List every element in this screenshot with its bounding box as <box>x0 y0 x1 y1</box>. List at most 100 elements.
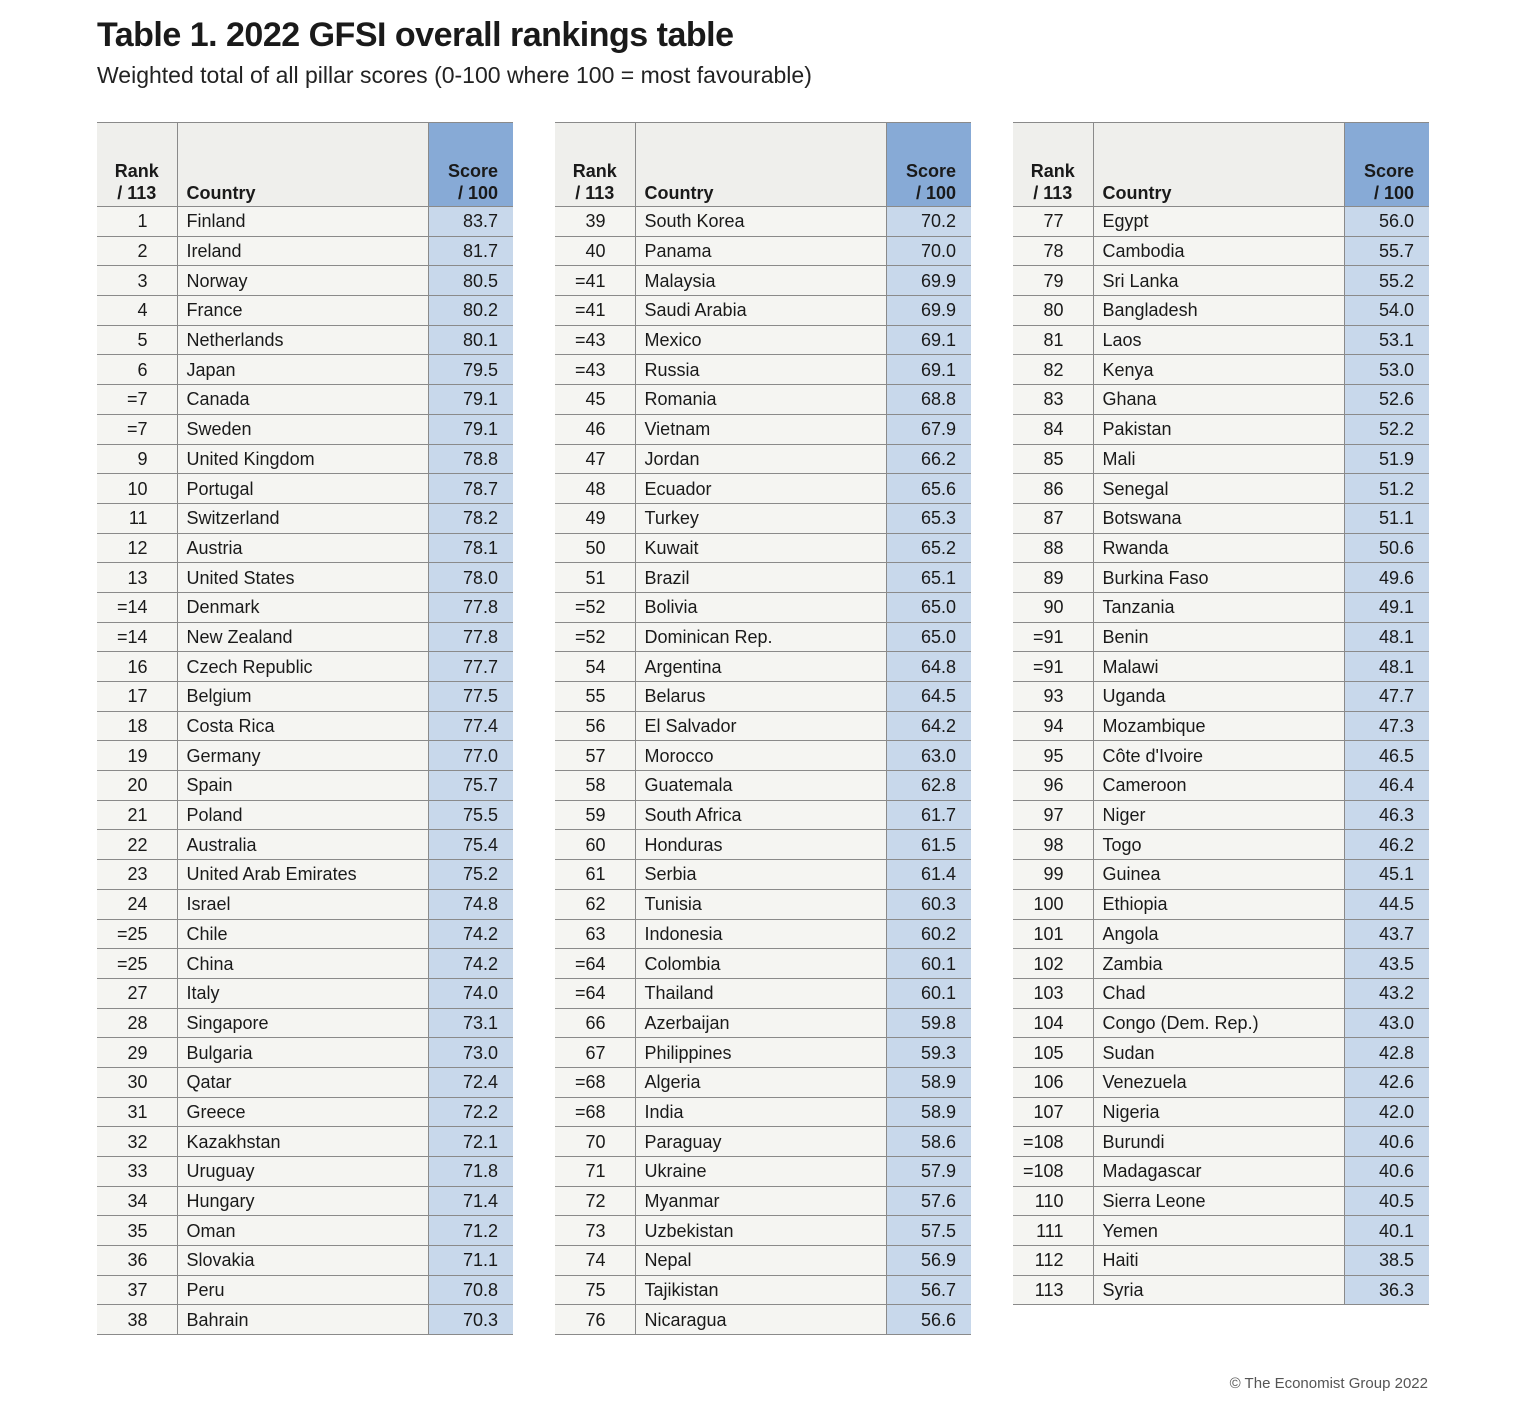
country-cell: Nigeria <box>1093 1097 1345 1128</box>
table-row: 95 Côte d'Ivoire 46.5 <box>1013 740 1429 772</box>
table-row: 84 Pakistan 52.2 <box>1013 414 1429 445</box>
country-cell: Romania <box>635 384 887 415</box>
table-row: 80 Bangladesh 54.0 <box>1013 295 1429 326</box>
rank-cell: 34 <box>97 1186 178 1217</box>
country-cell: Botswana <box>1093 503 1345 534</box>
country-cell: Ethiopia <box>1093 889 1345 920</box>
country-cell: Cambodia <box>1093 236 1345 267</box>
score-cell: 72.2 <box>428 1097 513 1128</box>
rank-cell: 105 <box>1013 1037 1094 1068</box>
rank-cell: 80 <box>1013 295 1094 326</box>
rank-cell: =7 <box>97 384 178 415</box>
country-cell: United Arab Emirates <box>177 859 429 890</box>
country-cell: Slovakia <box>177 1245 429 1276</box>
table-row: 72 Myanmar 57.6 <box>555 1186 971 1217</box>
table-row: 9 United Kingdom 78.8 <box>97 444 513 475</box>
country-cell: Peru <box>177 1275 429 1306</box>
score-cell: 57.6 <box>886 1186 971 1217</box>
score-cell: 53.0 <box>1344 354 1429 386</box>
table-row: 101 Angola 43.7 <box>1013 919 1429 950</box>
rankings-table-3: Rank/ 113 Country Score/ 100 77 Egypt 56.0 78 C… <box>1013 122 1429 1306</box>
rank-cell: 29 <box>97 1037 178 1068</box>
country-cell: United Kingdom <box>177 444 429 475</box>
score-cell: 59.3 <box>886 1037 971 1068</box>
country-cell: Denmark <box>177 592 429 623</box>
table-row: 28 Singapore 73.1 <box>97 1008 513 1039</box>
rank-cell: 11 <box>97 503 178 534</box>
rank-cell: 2 <box>97 236 178 267</box>
table-row: 81 Laos 53.1 <box>1013 325 1429 356</box>
table-row: 56 El Salvador 64.2 <box>555 711 971 742</box>
score-cell: 69.9 <box>886 295 971 326</box>
score-cell: 69.1 <box>886 354 971 386</box>
table-row: 34 Hungary 71.4 <box>97 1186 513 1217</box>
score-cell: 70.0 <box>886 236 971 267</box>
rank-cell: 66 <box>555 1008 636 1039</box>
score-cell: 71.2 <box>428 1215 513 1247</box>
table-row: 103 Chad 43.2 <box>1013 978 1429 1009</box>
rank-cell: 23 <box>97 859 178 890</box>
table-row: 83 Ghana 52.6 <box>1013 384 1429 415</box>
score-cell: 57.9 <box>886 1156 971 1187</box>
score-cell: 78.2 <box>428 503 513 534</box>
rank-cell: 57 <box>555 740 636 772</box>
country-cell: Saudi Arabia <box>635 295 887 326</box>
score-cell: 65.1 <box>886 562 971 593</box>
rank-cell: 38 <box>97 1304 178 1336</box>
score-header-line2: / 100 <box>457 183 498 203</box>
rank-cell: 40 <box>555 236 636 267</box>
country-cell: Portugal <box>177 473 429 504</box>
score-cell: 78.0 <box>428 562 513 593</box>
table-row: =41 Malaysia 69.9 <box>555 265 971 297</box>
score-cell: 40.6 <box>1344 1156 1429 1187</box>
rank-cell: 77 <box>1013 206 1094 237</box>
country-cell: Panama <box>635 236 887 267</box>
table-row: =52 Dominican Rep. 65.0 <box>555 622 971 653</box>
table-row: 60 Honduras 61.5 <box>555 829 971 861</box>
country-cell: Finland <box>177 206 429 237</box>
score-cell: 74.0 <box>428 978 513 1009</box>
table-row: =25 Chile 74.2 <box>97 919 513 950</box>
score-cell: 40.1 <box>1344 1215 1429 1247</box>
copyright-footer: © The Economist Group 2022 <box>1229 1375 1428 1392</box>
score-cell: 43.0 <box>1344 1008 1429 1039</box>
score-cell: 78.8 <box>428 444 513 475</box>
rank-header-line2: / 113 <box>1033 183 1073 203</box>
country-cell: Kuwait <box>635 533 887 564</box>
rank-cell: 89 <box>1013 562 1094 593</box>
rank-cell: 1 <box>97 206 178 237</box>
page-subtitle: Weighted total of all pillar scores (0-1… <box>97 62 812 88</box>
country-cell: Kenya <box>1093 354 1345 386</box>
country-cell: Belgium <box>177 681 429 712</box>
country-cell: Norway <box>177 265 429 297</box>
score-cell: 79.1 <box>428 384 513 415</box>
country-cell: Bolivia <box>635 592 887 623</box>
country-cell: Thailand <box>635 978 887 1009</box>
country-cell: Uruguay <box>177 1156 429 1187</box>
score-cell: 77.8 <box>428 592 513 623</box>
country-cell: Vietnam <box>635 414 887 445</box>
table-row: 40 Panama 70.0 <box>555 236 971 267</box>
score-cell: 46.5 <box>1344 740 1429 772</box>
country-cell: South Africa <box>635 800 887 831</box>
country-cell: Egypt <box>1093 206 1345 237</box>
rank-cell: 13 <box>97 562 178 593</box>
table-row: 11 Switzerland 78.2 <box>97 503 513 534</box>
country-cell: Netherlands <box>177 325 429 356</box>
country-cell: Haiti <box>1093 1245 1345 1276</box>
table-row: 29 Bulgaria 73.0 <box>97 1037 513 1068</box>
score-cell: 59.8 <box>886 1008 971 1039</box>
score-cell: 77.4 <box>428 711 513 742</box>
score-cell: 78.7 <box>428 473 513 504</box>
score-cell: 72.4 <box>428 1067 513 1098</box>
table-row: 4 France 80.2 <box>97 295 513 326</box>
country-cell: Germany <box>177 740 429 772</box>
rank-cell: 47 <box>555 444 636 475</box>
country-cell: Greece <box>177 1097 429 1128</box>
rank-cell: 45 <box>555 384 636 415</box>
score-cell: 79.1 <box>428 414 513 445</box>
country-cell: Hungary <box>177 1186 429 1217</box>
rank-cell: 88 <box>1013 533 1094 564</box>
country-cell: China <box>177 948 429 979</box>
table-row: =14 New Zealand 77.8 <box>97 622 513 653</box>
